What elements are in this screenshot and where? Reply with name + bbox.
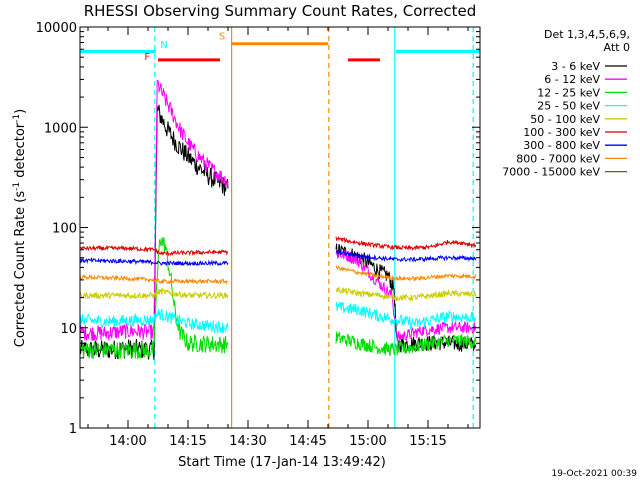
legend-label: 3 - 6 keV	[551, 60, 600, 73]
plot-frame	[79, 26, 481, 429]
generation-timestamp: 19-Oct-2021 00:39	[552, 469, 638, 479]
series-50-100-kev	[80, 286, 477, 302]
series-line	[80, 256, 229, 267]
series-line	[335, 249, 477, 343]
axes: 1 10 100 1000 10000 14:00 14:15 14:30 14:45 15:00…	[36, 21, 480, 449]
series-800-7000-kev	[80, 265, 477, 285]
y-tick-label: 1	[69, 422, 77, 437]
x-tick-label: 14:45	[289, 434, 326, 449]
legend-label: 7000 - 15000 keV	[502, 166, 600, 179]
x-tick-label: 15:00	[349, 434, 386, 449]
y-tick-label: 1000	[44, 121, 77, 136]
y-tick-label: 10	[60, 322, 77, 337]
series-line	[80, 79, 229, 342]
y-axis-label: Corrected Count Rate (s-1 detector-1)	[12, 109, 28, 347]
series-12-25-kev	[80, 237, 477, 360]
series-line	[335, 286, 477, 302]
series-line	[80, 308, 229, 335]
x-axis-label: Start Time (17-Jan-14 13:49:42)	[178, 455, 386, 470]
series-300-800-kev	[80, 249, 477, 267]
x-tick-label: 14:00	[109, 434, 146, 449]
series-line	[335, 236, 477, 252]
legend-label: 100 - 300 keV	[523, 126, 600, 139]
series-line	[335, 249, 477, 263]
series-line	[335, 331, 477, 356]
legend-label: 25 - 50 keV	[537, 100, 600, 113]
series-lines	[80, 79, 477, 360]
x-tick-label: 14:30	[229, 434, 266, 449]
flag-letter-n: N	[160, 40, 167, 51]
series-line	[80, 287, 229, 301]
series-line	[335, 302, 477, 330]
y-tick-label: 100	[52, 222, 77, 237]
legend-header: Att 0	[604, 41, 630, 54]
series-6-12-kev	[80, 79, 477, 343]
series-line	[335, 265, 477, 282]
vertical-markers	[154, 27, 474, 428]
y-tick-label: 10000	[36, 21, 77, 36]
flag-letter-s: S	[219, 32, 225, 43]
series-100-300-kev	[80, 236, 477, 257]
series-line	[80, 244, 228, 257]
series-25-50-kev	[80, 302, 477, 335]
legend-label: 12 - 25 keV	[537, 86, 600, 99]
legend-label: 300 - 800 keV	[523, 139, 600, 152]
flag-letter-f: F	[144, 52, 150, 63]
legend-header: Det 1,3,4,5,6,9,	[544, 28, 630, 41]
series-line	[80, 273, 229, 285]
chart-title: RHESSI Observing Summary Count Rates, Co…	[84, 2, 477, 20]
legend-label: 50 - 100 keV	[530, 113, 600, 126]
legend-label: 800 - 7000 keV	[516, 152, 600, 165]
x-tick-label: 15:15	[409, 434, 446, 449]
x-tick-label: 14:15	[169, 434, 206, 449]
flag-bars	[80, 42, 480, 62]
series-line	[80, 237, 229, 360]
legend-label: 6 - 12 keV	[544, 73, 600, 86]
